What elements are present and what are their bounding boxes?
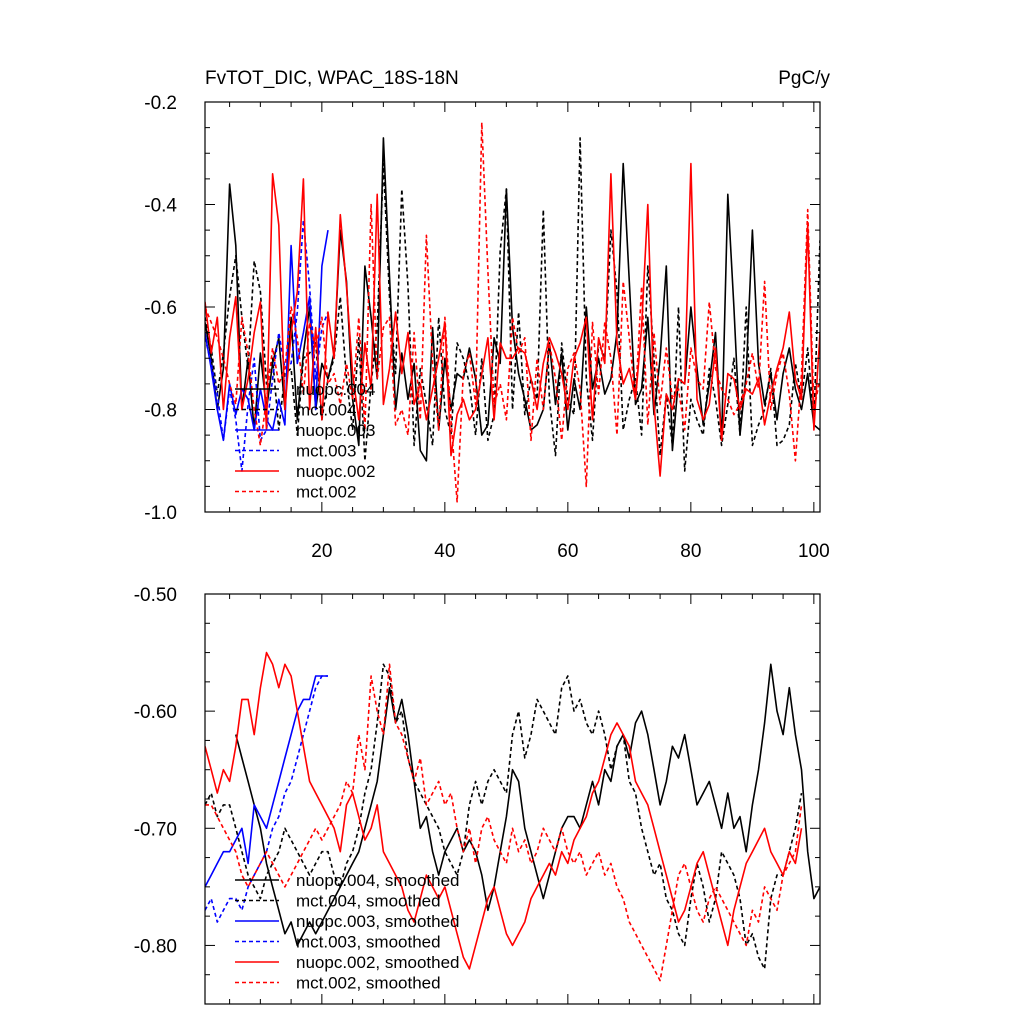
legend-label: nuopc.003 <box>296 421 375 440</box>
legend-label: nuopc.002 <box>296 462 375 481</box>
legend-label: mct.004 <box>296 401 356 420</box>
y-tick-label: -0.50 <box>134 585 177 606</box>
series-line-mct-002-smoothed <box>205 663 803 982</box>
x-tick-label: 60 <box>557 541 578 562</box>
series-line-nuopc-004-smoothed <box>235 663 820 947</box>
legend-label: mct.003 <box>296 442 356 461</box>
x-tick-label: 20 <box>311 541 332 562</box>
legend-label: mct.003, smoothed <box>296 933 441 952</box>
top-panel: FvTOT_DIC, WPAC_18S-18N PgC/y 20 40 60 80 10… <box>144 68 830 562</box>
y-tick-label: -0.80 <box>134 936 177 957</box>
y-tick-label: -0.70 <box>134 819 177 840</box>
series-line-nuopc-003-smoothed <box>205 675 328 888</box>
legend-label: nuopc.004 <box>296 380 375 399</box>
x-tick-label: 100 <box>798 541 830 562</box>
legend-label: nuopc.004, smoothed <box>296 871 460 890</box>
series-line-nuopc-002 <box>205 162 820 477</box>
legend-label: mct.002, smoothed <box>296 974 441 993</box>
series-line-mct-003 <box>205 219 329 472</box>
series-line-nuopc-002-smoothed <box>205 651 803 970</box>
legend-label: mct.002 <box>296 483 356 502</box>
bottom-panel: -0.80 -0.70 -0.60 -0.50 nuopc.004, smoothed… <box>134 585 821 1005</box>
legend-label: nuopc.002, smoothed <box>296 953 460 972</box>
top-panel-title: FvTOT_DIC, WPAC_18S-18N <box>205 68 459 89</box>
y-tick-label: -1.0 <box>144 503 177 524</box>
legend-label: mct.004, smoothed <box>296 892 441 911</box>
series-line-mct-004 <box>205 137 820 472</box>
y-tick-label: -0.4 <box>144 196 177 217</box>
legend-label: nuopc.003, smoothed <box>296 912 460 931</box>
x-tick-label: 80 <box>680 541 701 562</box>
series-line-mct-002 <box>205 121 820 503</box>
y-tick-label: -0.6 <box>144 298 177 319</box>
y-tick-label: -0.2 <box>144 93 177 114</box>
y-tick-label: -0.8 <box>144 401 177 422</box>
top-panel-units: PgC/y <box>778 68 830 89</box>
y-tick-label: -0.60 <box>134 702 177 723</box>
x-tick-label: 40 <box>434 541 455 562</box>
